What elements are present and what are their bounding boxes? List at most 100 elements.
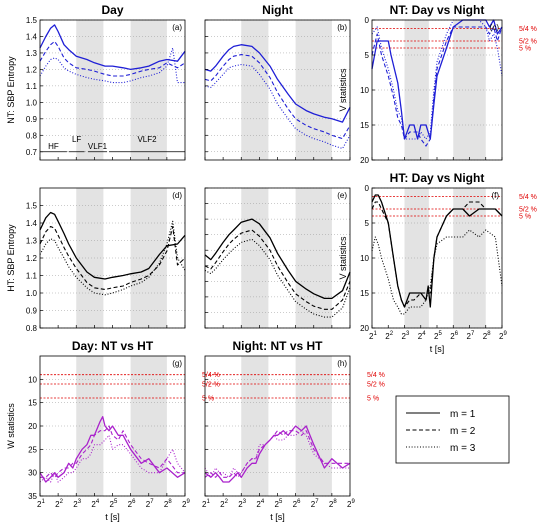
series-line-m2 [371,201,503,308]
y-tick-label: 5 [365,51,370,60]
y-tick-label: 10 [360,254,369,263]
x-tick-label: 24 [418,331,426,341]
y-axis-label: W statistics [6,403,16,449]
shaded-band-2 [130,20,167,160]
series-line-m1 [204,44,351,123]
legend: m = 1 m = 2 m = 3 [395,395,510,464]
band-label-hf: HF [48,142,59,151]
y-tick-label: 0 [365,184,370,193]
series-line-m2 [204,229,351,310]
x-tick-label: 28 [164,499,172,509]
panel-h: 5/4 % 5/2 % 5 % 21 22 23 24 25 26 27 28 29 (h) Night:… [202,339,385,522]
panel-d: 0.8 0.9 1.0 1.1 1.2 1.3 1.4 1.5 (d) HT: SBP Entro… [6,187,186,333]
panel-e: (e) [204,187,351,329]
y-axis-label: V statistics [338,236,348,280]
x-tick-label: 26 [293,499,301,509]
series-line-m2 [204,54,351,140]
panel-title: HT: Day vs Night [390,171,485,185]
panel-a: HF LF VLF1 VLF2 0.7 0.8 0.9 1.0 1.1 1.2 1.3 1.4 1.5 (… [6,3,186,161]
series-line-m1 [39,416,186,483]
x-tick-label: 29 [182,499,190,509]
panel-label: (c) [490,23,500,32]
panel-label: (a) [172,23,182,32]
x-tick-label: 24 [256,499,264,509]
x-tick-label: 28 [329,499,337,509]
reference-label: 5/4 % [367,372,385,379]
y-tick-label: 1.5 [26,202,38,211]
x-tick-label: 25 [110,499,118,509]
series-line-m1 [39,211,186,280]
x-axis-label: t [s] [430,344,445,354]
y-axis-label: HT: SBP Entropy [6,224,16,292]
shaded-band-2 [295,188,332,328]
reference-label: 5/4 % [519,194,537,201]
y-tick-label: 1.2 [26,254,38,263]
y-tick-label: 15 [360,121,369,130]
shaded-band-1 [241,20,269,160]
x-tick-label: 22 [220,499,228,509]
y-tick-label: 1.2 [26,65,38,74]
x-tick-label: 29 [347,499,355,509]
x-tick-label: 25 [434,331,442,341]
y-tick-label: 1.3 [26,49,38,58]
y-tick-label: 0.8 [26,324,38,333]
series-line-m3 [204,238,351,318]
shaded-band-1 [241,356,269,496]
series-line-m1 [39,24,186,71]
panel-label: (g) [172,359,182,368]
reference-label: 5 % [519,214,531,221]
x-tick-label: 26 [128,499,136,509]
series-line-m2 [39,40,186,77]
series-line-m3 [39,220,186,296]
panel-title: Night [262,3,293,17]
panel-g: 5/4 % 5/2 % 5 % 21 22 23 24 25 26 27 28 29 10 15 20 25 3… [6,339,220,522]
series-line-m3 [39,47,185,84]
y-tick-label: 10 [360,86,369,95]
y-tick-label: 10 [28,375,37,384]
y-axis-label: NT: SBP Entropy [6,56,16,124]
x-tick-label: 22 [385,331,393,341]
y-tick-label: 25 [28,445,37,454]
y-tick-label: 0.7 [26,148,38,157]
y-tick-label: 0.9 [26,307,38,316]
series-line-m3 [371,229,503,315]
x-tick-label: 23 [402,331,410,341]
x-tick-label: 23 [73,499,81,509]
reference-label: 5/2 % [202,382,220,389]
panel-b: (b) Night [204,3,351,161]
panel-title: NT: Day vs Night [390,3,485,17]
reference-label: 5/2 % [519,207,537,214]
reference-label: 5 % [367,396,379,403]
band-label-vlf2: VLF2 [137,135,157,144]
shaded-band-1 [76,188,104,328]
x-tick-label: 21 [202,499,210,509]
legend-label-m1: m = 1 [450,409,476,420]
series-line-m3 [371,19,503,140]
series-line-m1 [204,425,351,483]
y-tick-label: 30 [28,469,37,478]
y-tick-label: 1.5 [26,16,38,25]
y-tick-label: 20 [28,422,37,431]
y-tick-label: 0.8 [26,131,38,140]
y-tick-label: 15 [360,289,369,298]
y-tick-label: 1.0 [26,98,38,107]
series-line-m1 [204,218,351,300]
x-tick-label: 22 [55,499,63,509]
legend-label-m3: m = 3 [450,443,476,454]
band-label-lf: LF [72,135,81,144]
panel-label: (h) [337,359,347,368]
band-label-vlf1: VLF1 [88,142,108,151]
panel-c: 5/4 % 5/2 %5 % 0 5 10 15 20 (c) NT: Day vs Night… [338,3,537,165]
reference-label: 5/4 % [519,26,537,33]
y-tick-label: 1.0 [26,289,38,298]
x-tick-label: 21 [37,499,45,509]
y-tick-label: 20 [360,156,369,165]
panel-title: Night: NT vs HT [233,339,324,353]
series-line-m2 [204,430,350,478]
y-tick-label: 35 [28,492,37,501]
x-tick-label: 21 [369,331,377,341]
shaded-band-1 [76,356,104,496]
panel-title: Day [101,3,123,17]
y-tick-label: 1.3 [26,237,38,246]
y-tick-label: 5 [365,219,370,228]
